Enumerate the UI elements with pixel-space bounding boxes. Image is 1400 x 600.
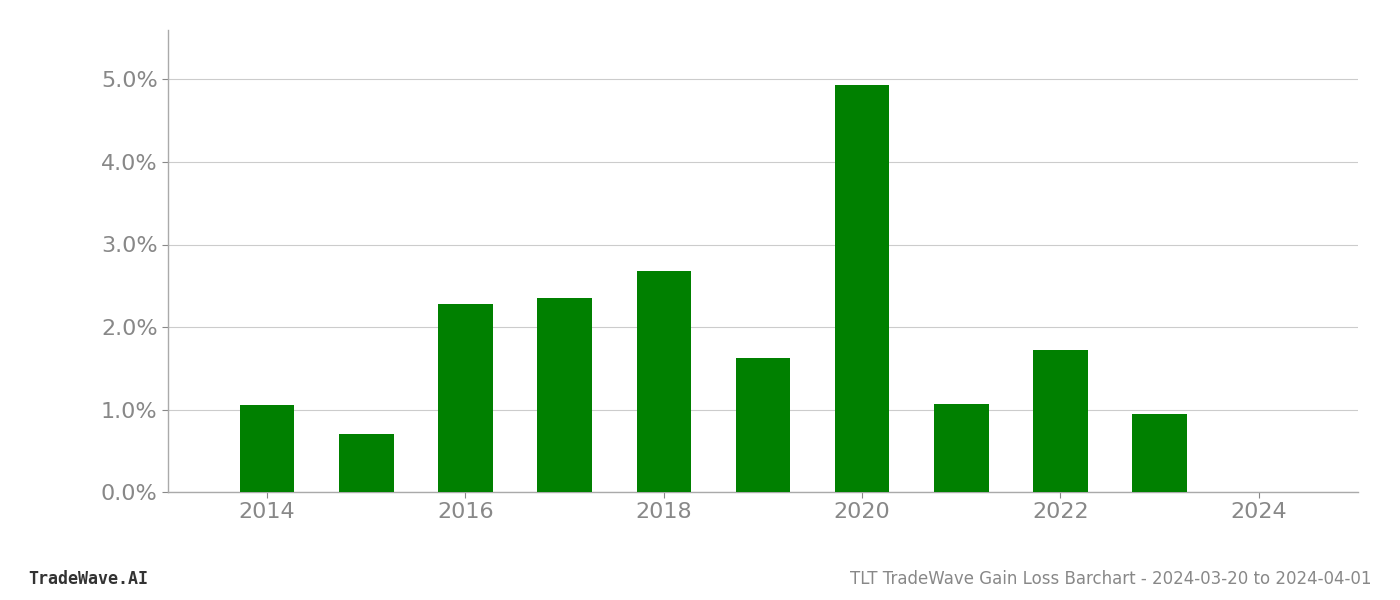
Bar: [438, 304, 493, 492]
Bar: [339, 434, 393, 492]
Bar: [637, 271, 692, 492]
Bar: [736, 358, 790, 492]
Text: TradeWave.AI: TradeWave.AI: [28, 570, 148, 588]
Bar: [1133, 413, 1187, 492]
Bar: [239, 406, 294, 492]
Bar: [1033, 350, 1088, 492]
Bar: [834, 85, 889, 492]
Bar: [934, 404, 988, 492]
Text: TLT TradeWave Gain Loss Barchart - 2024-03-20 to 2024-04-01: TLT TradeWave Gain Loss Barchart - 2024-…: [851, 570, 1372, 588]
Bar: [538, 298, 592, 492]
